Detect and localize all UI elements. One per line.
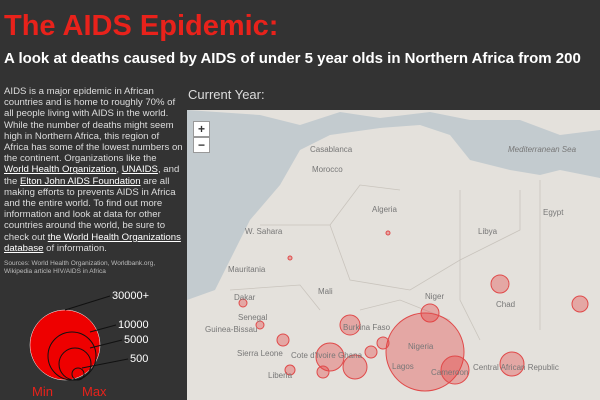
text: , — [116, 164, 122, 176]
map[interactable]: Casablanca Morocco Algeria Mediterranean Se… — [187, 110, 600, 400]
map-label: Mauritania — [228, 265, 266, 274]
legend-label: 30000+ — [112, 290, 149, 302]
map-label: Liberia — [268, 371, 293, 380]
text: AIDS is a major epidemic in African coun… — [4, 86, 183, 165]
europe — [187, 110, 600, 135]
map-label: Chad — [496, 300, 515, 309]
map-label: Ghana — [338, 351, 363, 360]
map-label: Guinea-Bissau — [205, 325, 257, 334]
map-label: Mali — [318, 287, 333, 296]
sources: Sources: World Health Organization, Worl… — [4, 260, 156, 275]
legend-leaders — [64, 295, 129, 369]
zoom-in[interactable]: + — [193, 121, 210, 137]
map-label: W. Sahara — [245, 227, 283, 236]
land — [187, 125, 600, 400]
map-label: Nigeria — [408, 342, 434, 351]
link[interactable]: World Health Organization — [4, 164, 117, 176]
text: , and the — [4, 164, 180, 187]
map-label: Morocco — [312, 165, 343, 174]
legend-circle — [58, 347, 92, 381]
map-label: Libya — [478, 227, 498, 236]
legend-circle — [71, 367, 85, 381]
map-label: Sierra Leone — [237, 349, 283, 358]
map-label: Egypt — [543, 208, 564, 217]
borders — [229, 180, 541, 341]
legend-label: 10000 — [118, 319, 149, 331]
description: AIDS is a major epidemic in African coun… — [4, 86, 184, 254]
zoom-out[interactable]: − — [193, 137, 210, 153]
subtitle: A look at deaths caused by AIDS of under… — [4, 50, 581, 67]
legend-min: Min — [32, 384, 53, 399]
map-label: Algeria — [372, 205, 397, 214]
link[interactable]: UNAIDS — [121, 164, 158, 176]
map-label: Cameroon — [431, 368, 468, 377]
map-label: Cote d'Ivoire — [291, 351, 336, 360]
data-circles — [238, 230, 589, 392]
map-label: Senegal — [238, 313, 268, 322]
map-label: Burkina Faso — [343, 323, 391, 332]
link[interactable]: the World Health Organizations database — [4, 231, 181, 254]
map-label: Central African Republic — [473, 363, 559, 372]
current-year: Current Year: — [188, 87, 265, 102]
legend-label: 5000 — [124, 334, 148, 346]
map-label: Casablanca — [310, 145, 353, 154]
text: are all making efforts to prevents AIDS … — [4, 175, 176, 243]
text: of information. — [43, 242, 107, 254]
legend-label: 500 — [130, 353, 148, 365]
legend: 30000+ 10000 5000 500 Min Max — [29, 290, 149, 399]
legend-max: Max — [82, 384, 107, 399]
title: The AIDS Epidemic: — [4, 10, 279, 42]
map-label: Niger — [425, 292, 444, 301]
map-label: Lagos — [392, 362, 414, 371]
map-label: Dakar — [234, 293, 256, 302]
link[interactable]: Elton John AIDS Foundation — [20, 175, 141, 187]
map-label: Mediterranean Sea — [508, 145, 577, 154]
